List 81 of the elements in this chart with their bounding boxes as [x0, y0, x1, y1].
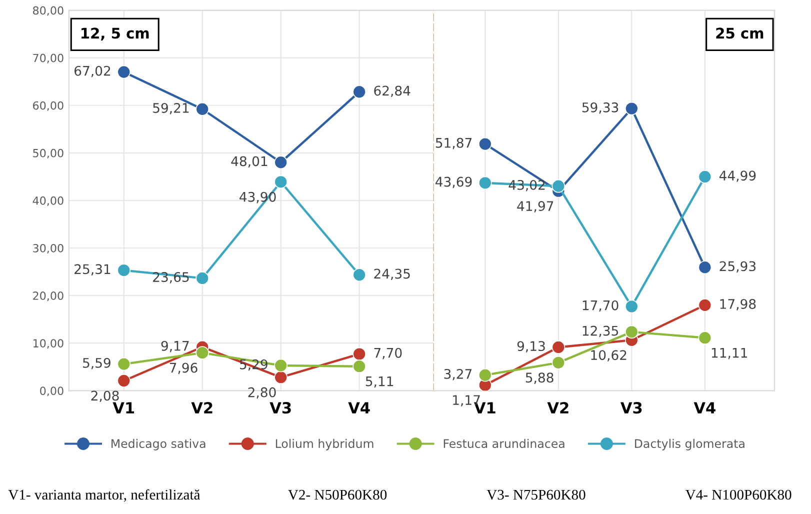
data-label: 48,01 — [231, 156, 268, 168]
point — [117, 65, 131, 79]
legend-label: Dactylis glomerata — [635, 438, 744, 450]
y-tick-label: 30,00 — [33, 244, 64, 254]
data-label: 51,87 — [436, 138, 472, 150]
point — [624, 102, 638, 116]
y-tick-label: 70,00 — [33, 54, 64, 64]
x-tick-label: V3 — [620, 402, 642, 414]
data-label: 25,93 — [720, 261, 756, 273]
data-label: 9,13 — [517, 341, 545, 352]
point — [274, 358, 288, 372]
x-tick-label: V3 — [270, 402, 291, 414]
text: V3- N75P60K80 — [486, 490, 586, 500]
data-label: 24,35 — [374, 268, 410, 280]
x-tick-label: V4 — [694, 402, 716, 414]
point — [698, 331, 712, 344]
point — [274, 370, 288, 384]
point — [196, 272, 210, 285]
x-tick-label: V4 — [348, 402, 370, 414]
point — [117, 357, 131, 371]
point — [274, 175, 288, 189]
x-tick-label: V2 — [191, 402, 212, 414]
annotation: 12, 5 cm — [82, 28, 149, 41]
point — [117, 264, 131, 277]
data-label: 59,33 — [582, 102, 618, 114]
text: V2- N50P60K80 — [288, 490, 387, 500]
data-label: 67,02 — [74, 66, 110, 78]
data-label: 3,27 — [444, 368, 472, 380]
data-label: 2,80 — [248, 387, 276, 399]
point — [352, 85, 366, 99]
data-label: 59,21 — [153, 102, 189, 114]
point — [196, 346, 210, 360]
y-tick-label: 0,00 — [40, 386, 64, 396]
y-tick-label: 60,00 — [33, 101, 64, 111]
point — [478, 368, 492, 382]
y-tick-label: 10,00 — [33, 339, 64, 349]
point — [196, 102, 210, 116]
point — [352, 347, 366, 361]
data-label: 25,31 — [74, 264, 110, 276]
data-label: 5,88 — [526, 372, 554, 384]
legend-label: Festuca arundinacea — [444, 438, 564, 448]
text: V1- varianta martor, nefertilizată — [8, 489, 200, 502]
point — [552, 179, 566, 193]
annotation: 25 cm — [716, 28, 764, 39]
point — [352, 360, 366, 374]
data-label: 7,70 — [374, 348, 402, 360]
y-tick-label: 20,00 — [33, 292, 64, 302]
point — [117, 374, 131, 388]
data-label: 17,70 — [582, 300, 618, 312]
point — [698, 260, 712, 274]
data-label: 5,11 — [366, 376, 394, 388]
data-label: 9,17 — [161, 340, 189, 352]
y-tick-label: 80,00 — [33, 6, 64, 16]
point — [552, 356, 566, 370]
point — [478, 137, 492, 151]
x-tick-label: V1 — [112, 402, 134, 414]
point — [624, 325, 638, 339]
data-label: 41,97 — [517, 201, 554, 212]
point — [552, 340, 566, 354]
data-label: 11,11 — [712, 348, 748, 360]
data-label: 62,84 — [374, 86, 410, 98]
y-tick-label: 50,00 — [33, 148, 64, 158]
data-label: 12,35 — [582, 326, 618, 338]
data-label: 2,08 — [91, 390, 119, 402]
data-label: 5,59 — [83, 358, 110, 370]
y-tick-label: 40,00 — [32, 196, 64, 206]
point — [698, 170, 712, 184]
legend-label: Lolium hybridum — [276, 438, 374, 450]
data-label: 7,96 — [170, 362, 198, 374]
data-label: 43,69 — [436, 176, 472, 188]
point — [624, 300, 638, 314]
point — [352, 268, 366, 282]
point — [698, 298, 712, 312]
legend-label: Medicago sativa — [112, 438, 206, 450]
point — [274, 156, 288, 170]
data-label: 44,99 — [719, 170, 756, 182]
point — [478, 176, 492, 190]
data-label: 17,98 — [720, 299, 756, 310]
x-tick-label: V2 — [547, 402, 568, 414]
data-label: 10,62 — [591, 350, 626, 362]
text: V4- N100P60K80 — [685, 490, 792, 500]
